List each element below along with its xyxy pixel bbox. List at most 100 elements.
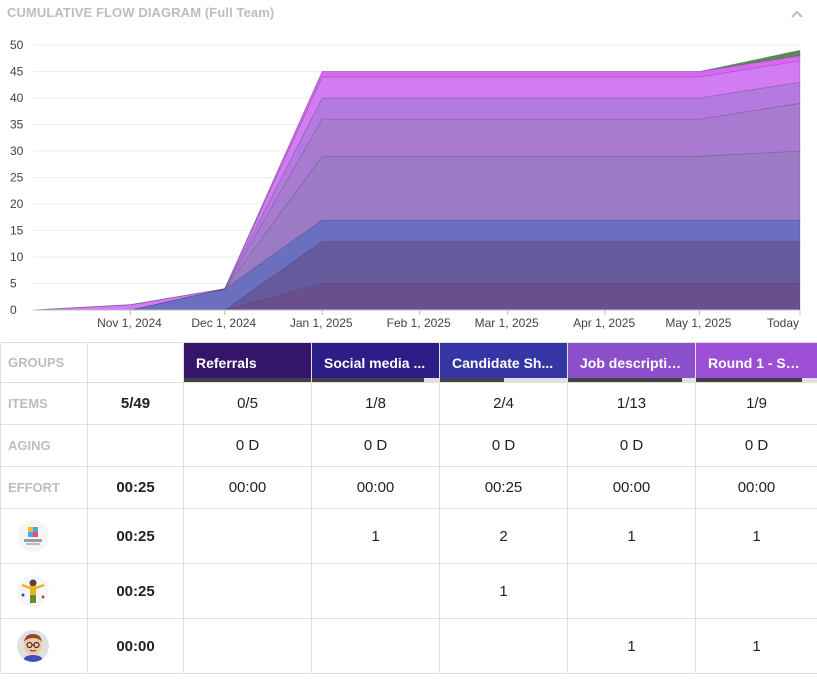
member-cell — [183, 563, 312, 619]
items-cell: 1/9 — [695, 382, 817, 425]
group-name: Round 1 - Scr... — [708, 354, 810, 371]
cfd-area-series — [32, 55, 801, 311]
effort-cell: 00:00 — [695, 466, 817, 509]
group-progress-bar — [440, 378, 567, 382]
cfd-area-series — [32, 49, 801, 311]
groups-row: GROUPS Referrals Social media ... Candid… — [0, 342, 817, 383]
x-tick-label: Apr 1, 2025 — [573, 316, 635, 330]
x-tick-label: Mar 1, 2025 — [475, 316, 539, 330]
member-cell: 1 — [567, 508, 696, 564]
cfd-area-series — [33, 102, 801, 311]
member-row: 00:00 1 1 — [0, 618, 817, 674]
member-total: 00:00 — [87, 618, 184, 674]
group-header-social-media[interactable]: Social media ... — [311, 342, 440, 383]
member-total: 00:25 — [87, 508, 184, 564]
member-cell — [695, 563, 817, 619]
y-tick-label: 50 — [10, 38, 24, 52]
effort-total: 00:25 — [87, 466, 184, 509]
effort-row: EFFORT 00:25 00:00 00:00 00:25 00:00 00:… — [0, 466, 817, 509]
y-tick-label: 25 — [10, 171, 24, 185]
group-progress-bar — [568, 378, 695, 382]
y-tick-label: 30 — [10, 144, 24, 158]
member-cell: 1 — [695, 508, 817, 564]
person-avatar-icon[interactable] — [17, 575, 49, 607]
member-cell: 1 — [311, 508, 440, 564]
x-tick-label: Dec 1, 2024 — [191, 316, 256, 330]
x-tick-label: Jan 1, 2025 — [290, 316, 353, 330]
member-row: 00:25 1 2 1 1 — [0, 508, 817, 564]
member-cell: 1 — [439, 563, 568, 619]
items-total: 5/49 — [87, 382, 184, 425]
items-row: ITEMS 5/49 0/5 1/8 2/4 1/13 1/9 — [0, 382, 817, 425]
member-avatar-cell[interactable] — [0, 563, 88, 619]
group-progress-bar — [312, 378, 439, 382]
chart-title: CUMULATIVE FLOW DIAGRAM (Full Team) — [7, 5, 275, 20]
group-progress-fill — [696, 378, 803, 382]
cfd-area-series — [33, 219, 801, 311]
member-total: 00:25 — [87, 563, 184, 619]
logo-avatar-icon[interactable] — [17, 520, 49, 552]
cfd-area-series — [33, 150, 801, 311]
group-name: Job descriptio... — [580, 354, 688, 371]
cfd-area-series — [33, 81, 801, 311]
y-tick-label: 40 — [10, 91, 24, 105]
group-progress-fill — [440, 378, 504, 382]
group-progress-bar — [184, 378, 311, 382]
x-tick-label: Today — [767, 316, 799, 330]
group-name: Social media ... — [324, 354, 426, 371]
member-cell — [183, 508, 312, 564]
aging-label: AGING — [0, 424, 88, 467]
member-avatar-cell[interactable] — [0, 508, 88, 564]
aging-cell: 0 D — [695, 424, 817, 467]
y-tick-label: 20 — [10, 197, 24, 211]
cfd-area-series — [33, 240, 801, 311]
groups-table: GROUPS Referrals Social media ... Candid… — [0, 342, 817, 674]
x-tick-label: May 1, 2025 — [665, 316, 731, 330]
y-tick-label: 35 — [10, 118, 24, 132]
aging-row: AGING 0 D 0 D 0 D 0 D 0 D — [0, 424, 817, 467]
aging-cell: 0 D — [311, 424, 440, 467]
member-cell — [311, 563, 440, 619]
x-tick-label: Feb 1, 2025 — [387, 316, 451, 330]
effort-cell: 00:25 — [439, 466, 568, 509]
member-cell — [439, 618, 568, 674]
group-name: Referrals — [196, 354, 257, 371]
member-cell — [567, 563, 696, 619]
effort-cell: 00:00 — [567, 466, 696, 509]
items-cell: 0/5 — [183, 382, 312, 425]
effort-label: EFFORT — [0, 466, 88, 509]
items-cell: 1/8 — [311, 382, 440, 425]
effort-cell: 00:00 — [183, 466, 312, 509]
group-progress-bar — [696, 378, 817, 382]
y-tick-label: 45 — [10, 65, 24, 79]
cumulative-flow-chart: 0 5 10 15 20 25 30 35 40 45 50 Nov 1, 2024 Dec 1, 20… — [10, 38, 801, 330]
member-cell — [183, 618, 312, 674]
group-header-referrals[interactable]: Referrals — [183, 342, 312, 383]
member-cell: 1 — [695, 618, 817, 674]
x-tick-label: Nov 1, 2024 — [97, 316, 162, 330]
y-tick-label: 10 — [10, 250, 24, 264]
y-tick-label: 0 — [10, 303, 17, 317]
group-header-candidate[interactable]: Candidate Sh... — [439, 342, 568, 383]
group-progress-fill — [568, 378, 683, 382]
group-header-round-1[interactable]: Round 1 - Scr... — [695, 342, 817, 383]
group-progress-fill — [184, 378, 311, 382]
aging-cell: 0 D — [567, 424, 696, 467]
member-row: 00:25 1 — [0, 563, 817, 619]
y-tick-label: 15 — [10, 224, 24, 238]
y-tick-label: 5 — [10, 277, 17, 291]
face-avatar-icon[interactable] — [17, 630, 49, 662]
group-header-job-description[interactable]: Job descriptio... — [567, 342, 696, 383]
chevron-up-icon[interactable] — [787, 6, 807, 26]
items-cell: 1/13 — [567, 382, 696, 425]
member-cell: 2 — [439, 508, 568, 564]
member-cell: 1 — [567, 618, 696, 674]
aging-cell: 0 D — [439, 424, 568, 467]
member-avatar-cell[interactable] — [0, 618, 88, 674]
items-label: ITEMS — [0, 382, 88, 425]
effort-cell: 00:00 — [311, 466, 440, 509]
aging-cell: 0 D — [183, 424, 312, 467]
items-cell: 2/4 — [439, 382, 568, 425]
group-name: Candidate Sh... — [452, 354, 554, 371]
cfd-area-series — [32, 60, 801, 311]
